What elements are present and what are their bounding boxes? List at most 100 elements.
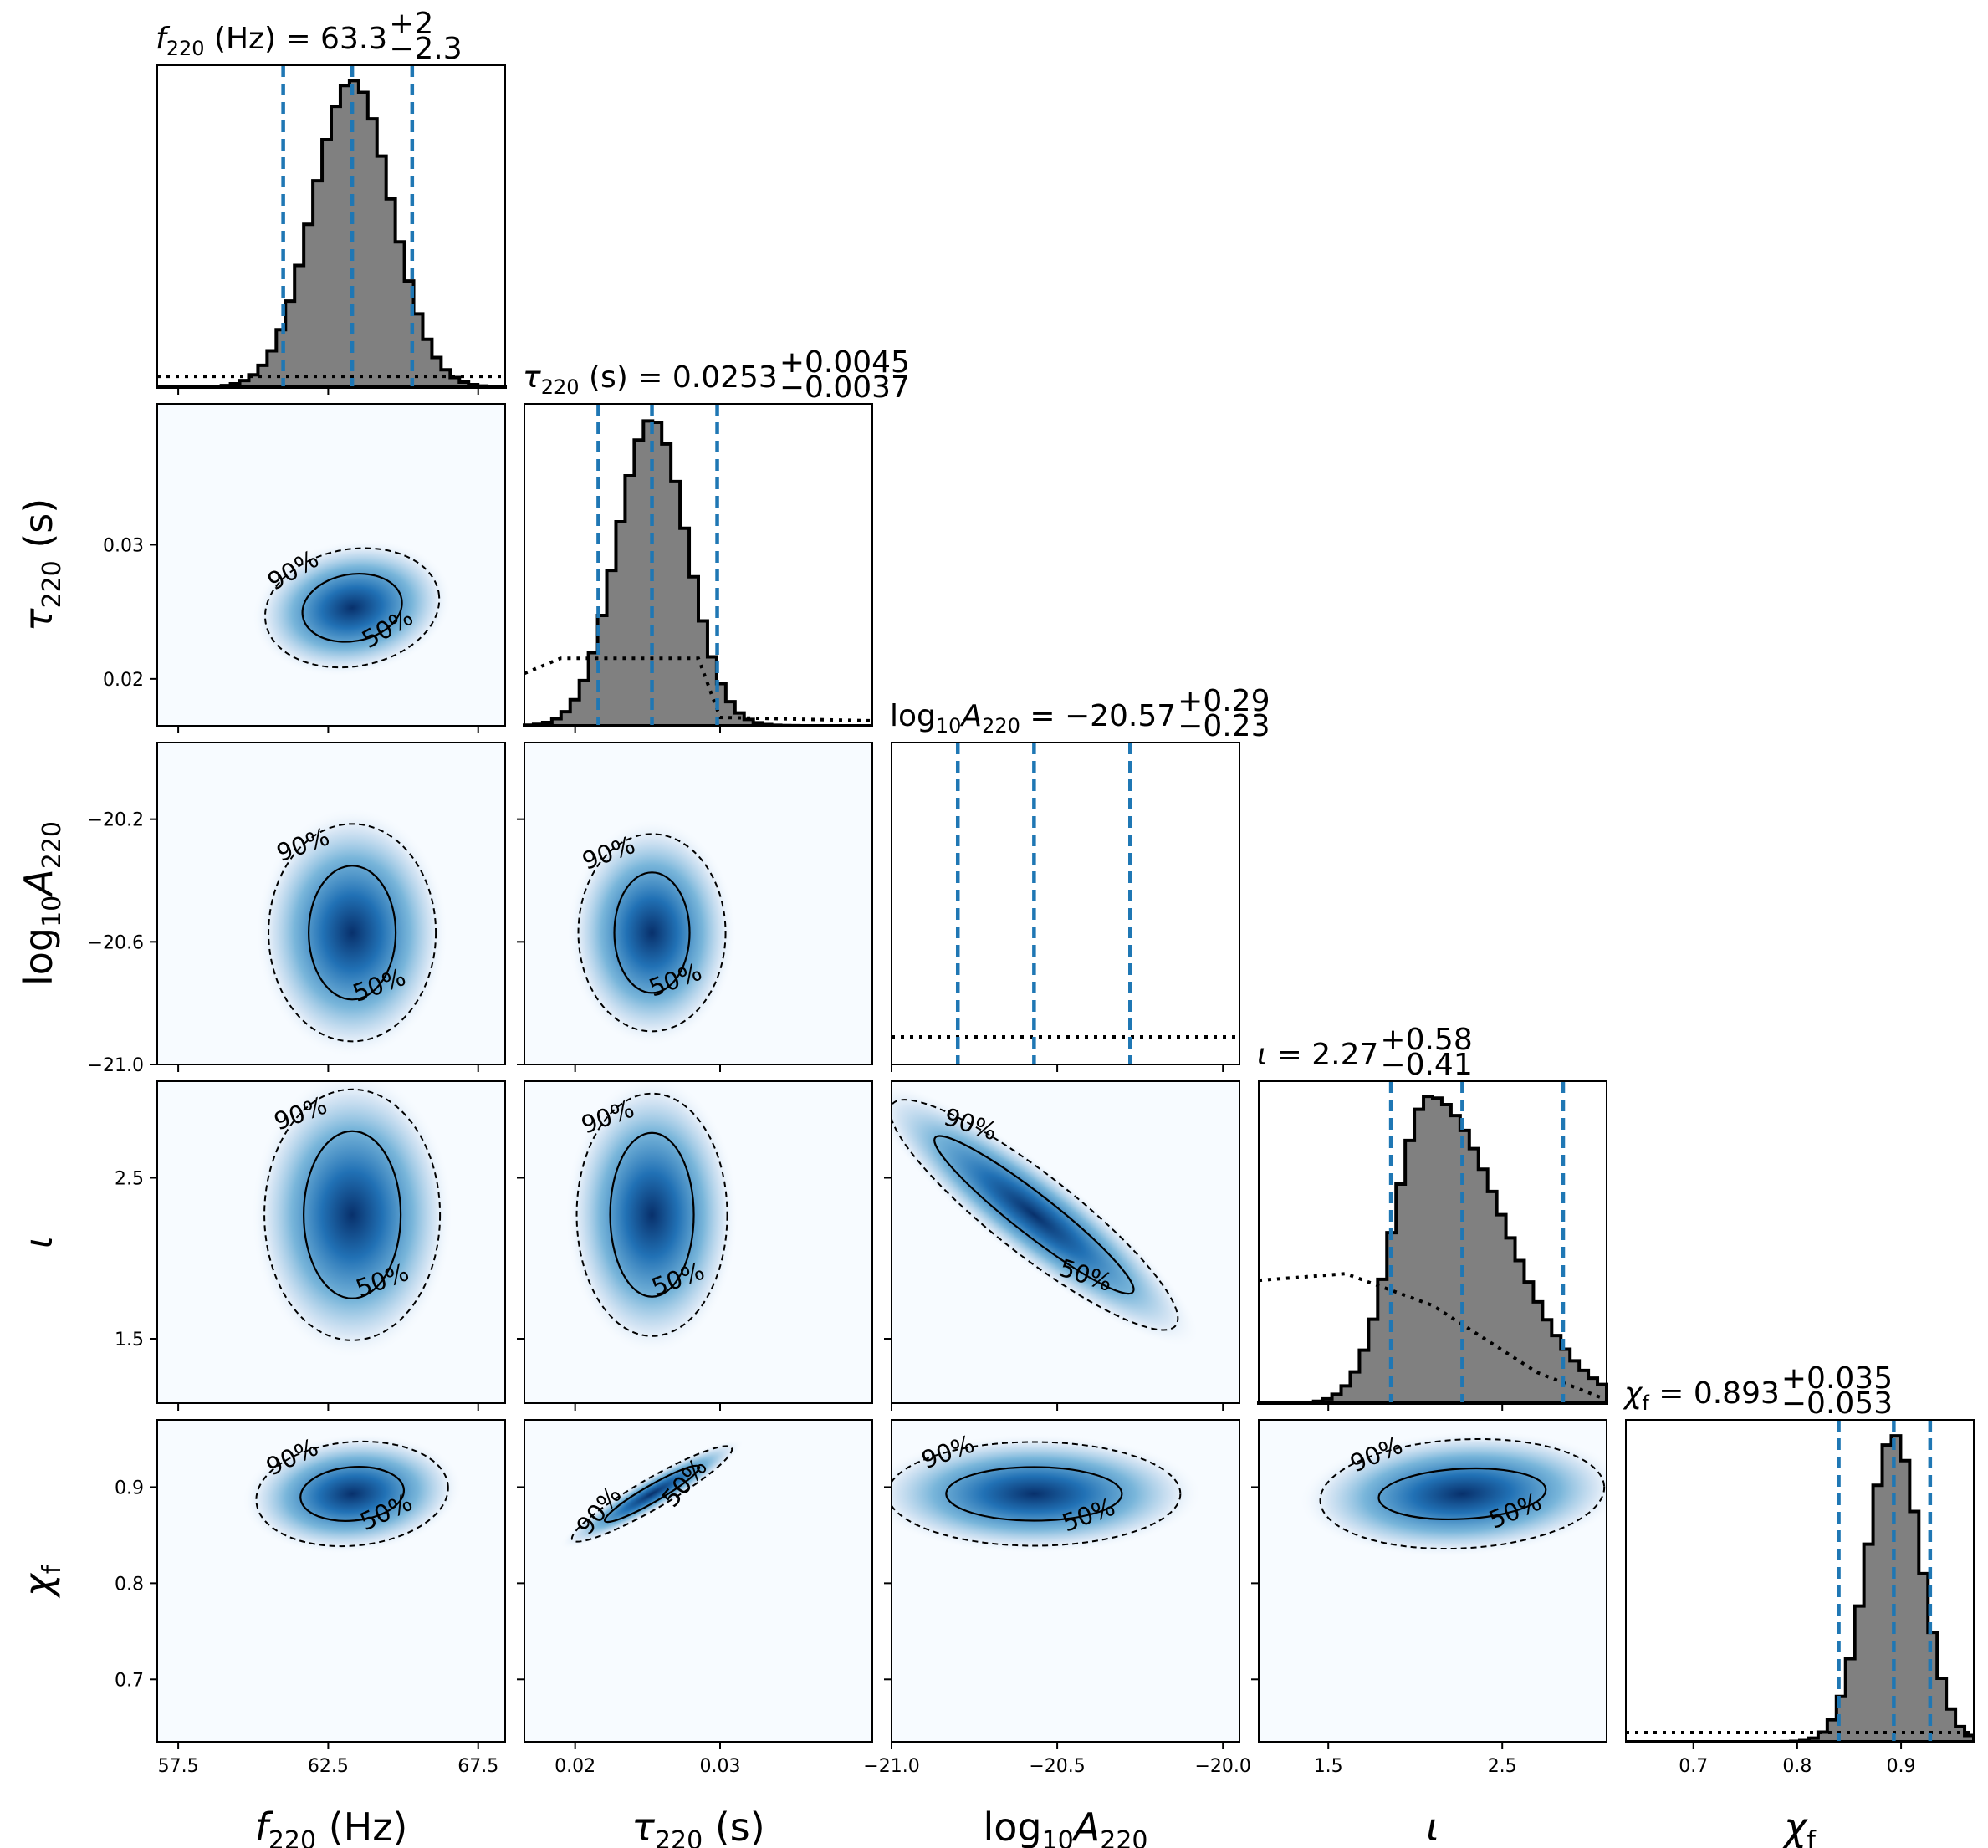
y-tick-label-logA220: −20.2 xyxy=(88,810,144,831)
contour-90 xyxy=(570,1445,733,1543)
density-panel-logA220-chif: 90%50% xyxy=(884,1419,1240,1749)
density-frame xyxy=(524,1419,873,1743)
contour-90 xyxy=(255,1440,449,1548)
density-panel-iota-chif: 90%50% xyxy=(1251,1419,1607,1749)
x-axis-label-tau220: τ220 (s) xyxy=(631,1805,764,1848)
x-axis-label-f220: f220 (Hz) xyxy=(255,1805,408,1848)
x-axis-label-chif: χf xyxy=(1781,1805,1817,1848)
contour-50 xyxy=(933,1135,1135,1295)
contour-90 xyxy=(268,823,437,1043)
hist-title-f220: f220 (Hz) = 63.3 xyxy=(156,22,387,60)
x-axis-label-logA220: log10A220 xyxy=(983,1805,1147,1848)
y-tick-label-logA220: −21.0 xyxy=(88,1055,144,1076)
prior-curve-iota xyxy=(1258,1272,1607,1401)
x-tick-label-chif: 0.9 xyxy=(1887,1756,1916,1777)
hist-panel-logA220: log10A220 = −20.57 +0.29−0.23 xyxy=(890,684,1270,1072)
x-tick-label-chif: 0.7 xyxy=(1679,1756,1708,1777)
y-tick-label-chif: 0.9 xyxy=(115,1478,144,1498)
y-axis-label-tau220: τ220 (s) xyxy=(16,498,67,631)
hist-title-minus-chif: −0.053 xyxy=(1781,1386,1893,1421)
x-tick-label-tau220: 0.02 xyxy=(554,1756,595,1777)
hist-frame xyxy=(1258,1080,1607,1404)
hist-panel-f220: f220 (Hz) = 63.3 +2−2.3 xyxy=(156,7,507,395)
contour-90 xyxy=(1319,1437,1606,1550)
x-tick-label-iota: 1.5 xyxy=(1314,1756,1343,1777)
contour-50 xyxy=(308,865,397,1001)
x-tick-label-f220: 67.5 xyxy=(457,1756,498,1777)
y-tick-label-chif: 0.7 xyxy=(115,1670,144,1691)
density-panel-tau220-iota: 90%50% xyxy=(517,1080,873,1411)
hist-frame xyxy=(891,742,1240,1065)
density-panel-tau220-logA220: 90%50% xyxy=(517,742,873,1072)
contour-50 xyxy=(303,1130,402,1299)
contour-90 xyxy=(577,833,727,1033)
y-tick-label-tau220: 0.02 xyxy=(103,670,144,691)
density-panel-f220-logA220: 90%50% xyxy=(150,742,506,1072)
hist-frame xyxy=(524,403,873,727)
x-tick-label-f220: 57.5 xyxy=(158,1756,199,1777)
hist-panel-iota: ι = 2.27 +0.58−0.41 xyxy=(1257,1023,1608,1411)
density-frame xyxy=(156,1419,506,1743)
contour-90 xyxy=(263,1088,442,1341)
density-blob xyxy=(256,807,449,1058)
y-tick-label-tau220: 0.03 xyxy=(103,535,144,556)
x-tick-label-logA220: −20.5 xyxy=(1029,1756,1085,1777)
x-tick-label-logA220: −21.0 xyxy=(863,1756,919,1777)
y-tick-label-iota: 2.5 xyxy=(115,1169,144,1190)
density-blob xyxy=(565,1081,739,1355)
x-tick-label-f220: 62.5 xyxy=(308,1756,349,1777)
hist-frame-bg xyxy=(892,743,1239,1064)
hist-frame xyxy=(1625,1419,1975,1743)
density-panel-f220-chif: 90%50% xyxy=(150,1419,506,1749)
hist-title-minus-iota: −0.41 xyxy=(1380,1048,1472,1082)
density-frame xyxy=(156,1080,506,1404)
x-tick-label-chif: 0.8 xyxy=(1782,1756,1812,1777)
hist-title-minus-f220: −2.3 xyxy=(389,32,462,66)
y-axis-label-chif: χf xyxy=(16,1564,67,1599)
density-blob xyxy=(892,1434,1203,1554)
y-axis-label-iota: ι xyxy=(16,1236,61,1249)
hist-title-plus-iota: +0.58 xyxy=(1380,1023,1472,1057)
contour-50 xyxy=(613,871,691,994)
density-blob xyxy=(251,1081,453,1360)
contour-90 xyxy=(263,547,441,669)
contour-50 xyxy=(945,1466,1123,1522)
density-frame xyxy=(891,1419,1240,1743)
hist-title-plus-tau220: +0.0045 xyxy=(779,345,910,380)
hist-bars-iota xyxy=(1259,1095,1608,1405)
hist-title-plus-chif: +0.035 xyxy=(1781,1361,1893,1396)
x-axis-label-iota: ι xyxy=(1426,1805,1439,1848)
density-blob xyxy=(1299,1431,1607,1557)
contour-50 xyxy=(301,572,403,643)
density-frame xyxy=(156,403,506,727)
density-panel-f220-tau220: 90%50% xyxy=(150,403,506,733)
hist-panel-tau220: τ220 (s) = 0.0253 +0.0045−0.0037 xyxy=(523,345,910,733)
density-frame xyxy=(156,742,506,1065)
contour-90 xyxy=(892,1099,1179,1331)
prior-curve-tau220 xyxy=(524,656,873,722)
hist-panel-chif: χf = 0.893 +0.035−0.053 xyxy=(1623,1361,1975,1749)
x-tick-label-iota: 2.5 xyxy=(1488,1756,1517,1777)
hist-frame xyxy=(156,64,506,388)
contour-90 xyxy=(575,1092,728,1337)
density-blob xyxy=(252,539,452,676)
hist-title-plus-logA220: +0.29 xyxy=(1178,684,1270,718)
density-frame xyxy=(1258,1419,1607,1743)
hist-title-minus-tau220: −0.0037 xyxy=(779,370,910,405)
hist-title-iota: ι = 2.27 xyxy=(1257,1038,1378,1072)
x-tick-label-tau220: 0.03 xyxy=(700,1756,741,1777)
contour-50 xyxy=(603,1464,701,1524)
y-tick-label-iota: 1.5 xyxy=(115,1330,144,1350)
density-blob xyxy=(892,1082,1200,1348)
density-panel-tau220-chif: 90% 50% xyxy=(517,1419,873,1749)
hist-title-tau220: τ220 (s) = 0.0253 xyxy=(523,360,778,399)
hist-title-minus-logA220: −0.23 xyxy=(1178,709,1270,743)
density-blob xyxy=(242,1433,463,1554)
density-frame xyxy=(524,1080,873,1404)
y-axis-label-logA220: log10A220 xyxy=(16,821,67,986)
contour-90 xyxy=(892,1441,1182,1547)
contour-50 xyxy=(609,1131,695,1298)
hist-title-plus-f220: +2 xyxy=(389,7,433,41)
density-frame xyxy=(524,742,873,1065)
contour-50 xyxy=(1377,1467,1547,1521)
